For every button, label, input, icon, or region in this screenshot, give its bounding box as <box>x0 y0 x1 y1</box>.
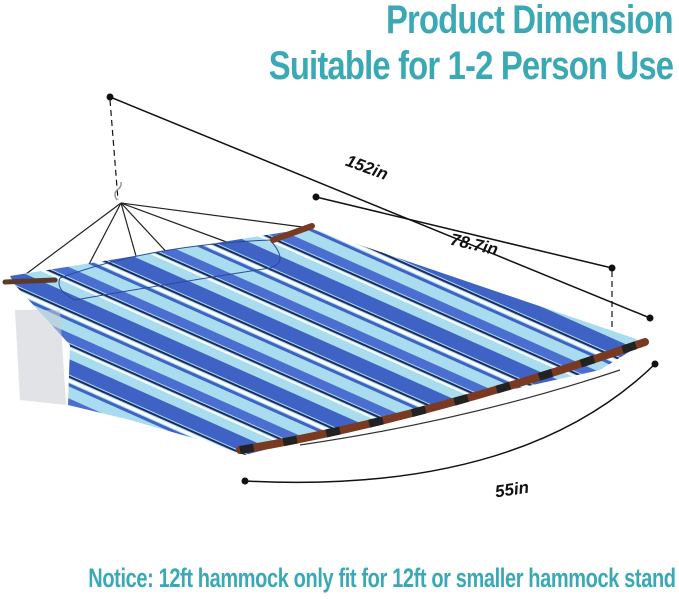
spreader-bar-bottom <box>236 338 649 454</box>
dimension-line-152in <box>106 93 654 322</box>
page-title: Product Dimension <box>386 0 674 42</box>
notice-text: Notice: 12ft hammock only fit for 12ft o… <box>88 563 676 593</box>
hammock-bed <box>10 228 645 455</box>
side-pocket <box>15 310 66 405</box>
spreader-bar-top <box>2 223 315 285</box>
s-hook-icon <box>114 181 122 201</box>
dimension-line-78in <box>312 193 616 340</box>
pillow <box>58 239 281 301</box>
dimension-arc-55in <box>241 360 659 485</box>
page-subtitle: Suitable for 1-2 Person Use <box>268 44 674 88</box>
hanging-ropes <box>17 202 311 281</box>
